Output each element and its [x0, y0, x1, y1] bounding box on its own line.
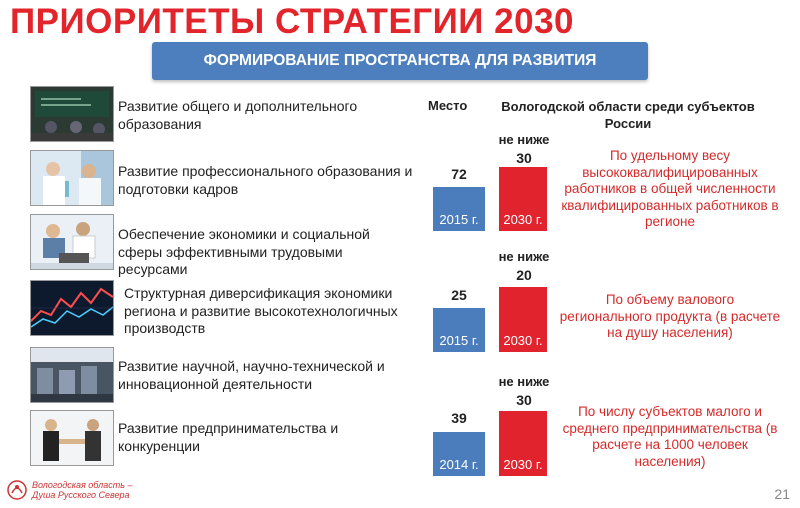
- priority-label-5: Развитие научной, научно-технической и и…: [118, 358, 385, 392]
- stock-chart-photo: [30, 280, 114, 336]
- target-rank: 30: [516, 392, 532, 408]
- page-title: ПРИОРИТЕТЫ СТРАТЕГИИ 2030: [10, 2, 575, 41]
- target-prefix: не ниже: [498, 249, 550, 264]
- indicator-note: По удельному весу высококвалифицированны…: [561, 148, 779, 229]
- office-team-photo: [30, 214, 114, 270]
- target-rank: 20: [516, 267, 532, 283]
- base-rank-bar: 2014 г.: [433, 432, 485, 476]
- indicator-note: По объему валового регионального продукт…: [559, 292, 781, 340]
- target-rank-bar: 2030 г.: [499, 167, 547, 231]
- priority-label-1: Развитие общего и дополнительного образо…: [118, 98, 358, 132]
- target-rank: 30: [516, 150, 532, 166]
- priority-label-4: Структурная диверсификация экономики рег…: [124, 285, 398, 336]
- classroom-photo: [30, 86, 114, 142]
- section-banner: ФОРМИРОВАНИЕ ПРОСТРАНСТВА ДЛЯ РАЗВИТИЯ: [152, 42, 648, 80]
- region-rank-header: Вологодской области среди субъектов Росс…: [501, 99, 755, 131]
- priority-label-2: Развитие профессионального образования и…: [118, 163, 413, 197]
- target-rank-bar: 2030 г.: [499, 411, 547, 476]
- base-rank: 72: [451, 166, 467, 182]
- base-rank: 39: [451, 410, 467, 426]
- target-prefix: не ниже: [498, 374, 550, 389]
- priority-label-6: Развитие предпринимательства и конкуренц…: [118, 420, 339, 454]
- priority-label-3: Обеспечение экономики и социальной сферы…: [118, 226, 370, 277]
- page-number: 21: [774, 486, 790, 502]
- target-prefix: не ниже: [498, 132, 550, 147]
- indicator-note: По числу субъектов малого и среднего пре…: [562, 404, 778, 469]
- logo-line-1: Вологодская область –: [32, 480, 133, 490]
- base-rank: 25: [451, 287, 467, 303]
- factory-photo: [30, 347, 114, 403]
- handshake-photo: [30, 410, 114, 466]
- logo-line-2: Душа Русского Севера: [32, 490, 130, 500]
- place-header: Место: [428, 98, 468, 113]
- region-logo: Вологодская область – Душа Русского Севе…: [6, 479, 132, 501]
- region-emblem-icon: [7, 480, 27, 500]
- base-rank-bar: 2015 г.: [433, 308, 485, 352]
- base-rank-bar: 2015 г.: [433, 187, 485, 231]
- target-rank-bar: 2030 г.: [499, 287, 547, 352]
- laboratory-photo: [30, 150, 114, 206]
